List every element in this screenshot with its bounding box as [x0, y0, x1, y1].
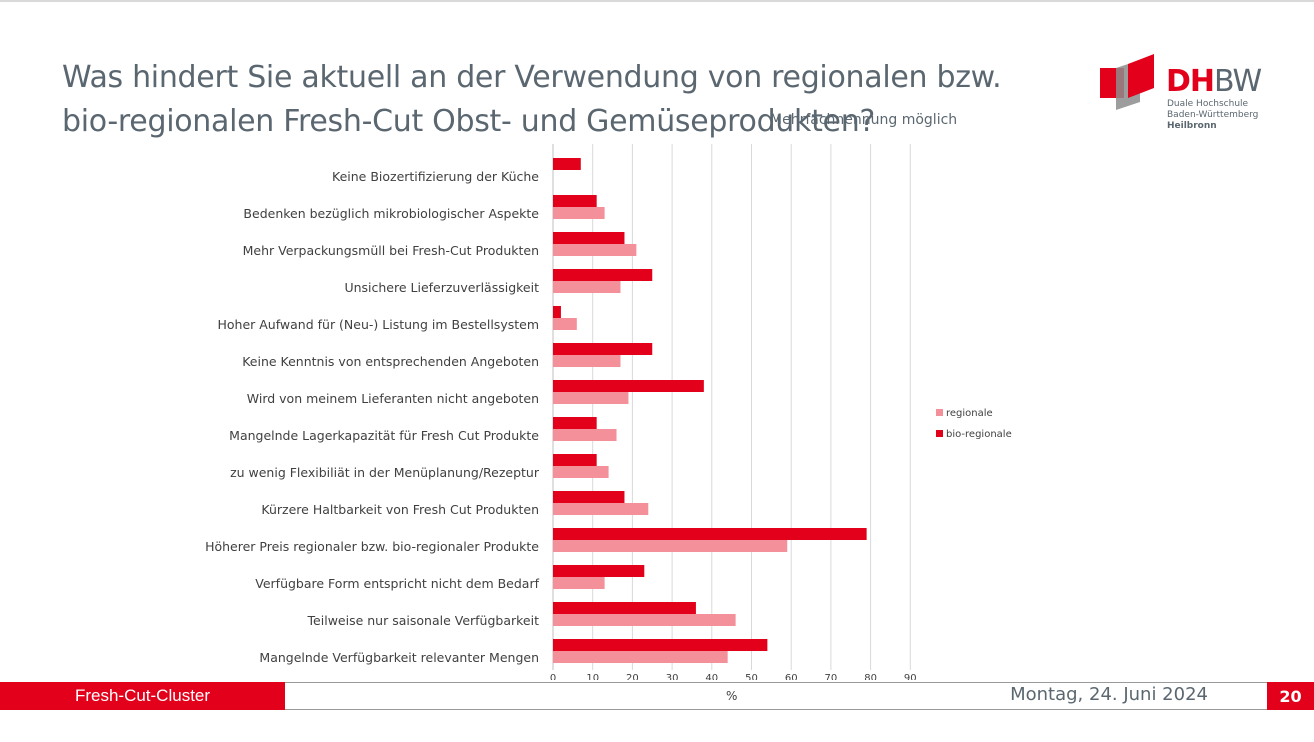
logo-bw: BW	[1214, 64, 1262, 99]
logo-line3: Heilbronn	[1167, 121, 1217, 131]
bar-regionale	[553, 318, 577, 330]
bar-bio-regionale	[553, 454, 597, 466]
legend-label-bio-regionale: bio-regionale	[946, 429, 1012, 440]
bar-bio-regionale	[553, 565, 645, 577]
bar-regionale	[553, 503, 649, 515]
footer-rule-bottom	[285, 709, 1267, 710]
bar-bio-regionale	[553, 343, 653, 355]
category-label: Wird von meinem Lieferanten nicht angebo…	[247, 391, 539, 406]
page-number: 20	[1267, 682, 1314, 710]
category-label: Mehr Verpackungsmüll bei Fresh-Cut Produ…	[243, 243, 539, 258]
logo-mark-icon	[1100, 54, 1154, 110]
bar-bio-regionale	[553, 602, 696, 614]
x-tick-label: 90	[904, 673, 917, 680]
category-label: zu wenig Flexibiliät in der Menüplanung/…	[230, 465, 540, 480]
bar-regionale	[553, 355, 621, 367]
category-label: Teilweise nur saisonale Verfügbarkeit	[307, 613, 540, 628]
footer-date: Montag, 24. Juni 2024	[1010, 684, 1208, 705]
bar-regionale	[553, 651, 728, 663]
bar-regionale	[553, 429, 617, 441]
x-tick-label: 60	[785, 673, 798, 680]
bar-bio-regionale	[553, 491, 625, 503]
logo-line2: Baden-Württemberg	[1167, 110, 1259, 120]
category-label: Kürzere Haltbarkeit von Fresh Cut Produk…	[261, 502, 539, 517]
legend-swatch-regionale	[936, 409, 943, 416]
x-tick-label: 50	[745, 673, 758, 680]
x-tick-label: 0	[550, 673, 556, 680]
legend-label-regionale: regionale	[946, 408, 993, 419]
bar-regionale	[553, 392, 629, 404]
category-label: Mangelnde Lagerkapazität für Fresh Cut P…	[229, 428, 539, 443]
bar-bio-regionale	[553, 417, 597, 429]
bar-bio-regionale	[553, 195, 597, 207]
bar-bio-regionale	[553, 639, 768, 651]
legend-swatch-bio-regionale	[936, 430, 943, 437]
dhbw-logo: DHBW Duale Hochschule Baden-Württemberg …	[1098, 52, 1278, 142]
logo-line1: Duale Hochschule	[1167, 99, 1249, 109]
x-tick-label: 10	[586, 673, 599, 680]
bar-bio-regionale	[553, 306, 561, 318]
bar-bio-regionale	[553, 232, 625, 244]
x-tick-label: 80	[864, 673, 877, 680]
category-label: Mangelnde Verfügbarkeit relevanter Menge…	[259, 650, 539, 665]
bar-bio-regionale	[553, 528, 867, 540]
footer-rule-top	[285, 682, 1267, 683]
logo-wordmark: DHBW	[1166, 64, 1262, 99]
x-axis-label: %	[726, 689, 738, 703]
category-label: Verfügbare Form entspricht nicht dem Bed…	[255, 576, 539, 591]
bar-regionale	[553, 540, 788, 552]
bar-regionale	[553, 207, 605, 219]
top-rule	[0, 0, 1314, 2]
bar-regionale	[553, 614, 736, 626]
category-label: Hoher Aufwand für (Neu-) Listung im Best…	[217, 317, 539, 332]
x-tick-label: 30	[666, 673, 679, 680]
category-label: Keine Biozertifizierung der Küche	[332, 169, 539, 184]
x-tick-label: 70	[825, 673, 838, 680]
category-label: Höherer Preis regionaler bzw. bio-region…	[205, 539, 539, 554]
bar-bio-regionale	[553, 158, 581, 170]
x-tick-label: 20	[626, 673, 639, 680]
logo-subtext: Duale Hochschule Baden-Württemberg Heilb…	[1167, 99, 1258, 132]
bar-regionale	[553, 281, 621, 293]
category-label: Keine Kenntnis von entsprechenden Angebo…	[242, 354, 539, 369]
logo-dh: DH	[1166, 64, 1215, 99]
bar-bio-regionale	[553, 380, 704, 392]
slide-title: Was hindert Sie aktuell an der Verwendun…	[62, 60, 1002, 139]
x-tick-label: 40	[705, 673, 718, 680]
bar-chart: Keine Biozertifizierung der Küche Bedenke…	[205, 144, 1012, 680]
category-label: Bedenken bezüglich mikrobiologischer Asp…	[243, 206, 539, 221]
slide-note: Mehrfachnennung möglich	[770, 112, 958, 128]
bar-regionale	[553, 466, 609, 478]
bar-bio-regionale	[553, 269, 653, 281]
category-label: Unsichere Lieferzuverlässigkeit	[344, 280, 539, 295]
bar-regionale	[553, 244, 637, 256]
footer-project: Fresh-Cut-Cluster	[0, 682, 285, 710]
bar-regionale	[553, 577, 605, 589]
